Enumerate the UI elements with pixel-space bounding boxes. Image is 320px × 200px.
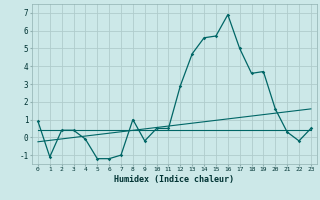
X-axis label: Humidex (Indice chaleur): Humidex (Indice chaleur) — [115, 175, 234, 184]
